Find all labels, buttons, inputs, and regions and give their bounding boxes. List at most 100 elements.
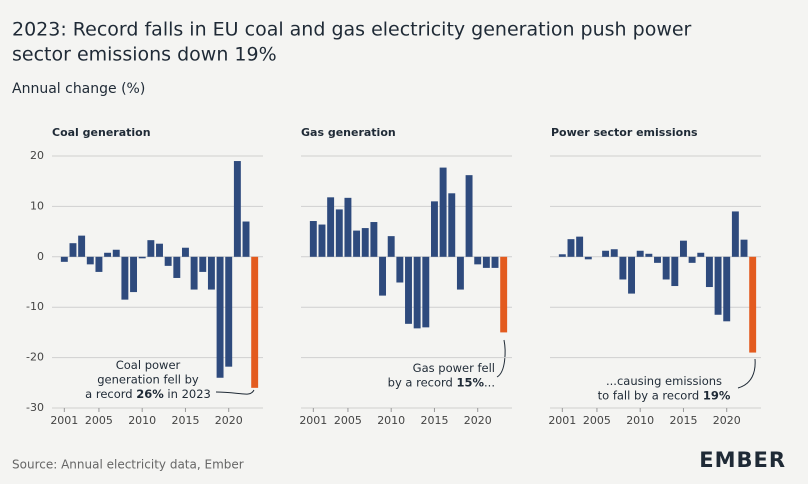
bar bbox=[387, 236, 395, 257]
bar bbox=[335, 209, 343, 257]
bar bbox=[130, 256, 138, 293]
bar bbox=[723, 256, 731, 322]
bar bbox=[242, 221, 250, 257]
y-tick-label: -30 bbox=[26, 401, 44, 414]
annotation-text: by a record bbox=[388, 375, 457, 389]
annotation-text: Gas power fell bbox=[413, 361, 495, 375]
bar bbox=[361, 228, 369, 257]
bar bbox=[671, 256, 679, 287]
bar bbox=[181, 247, 189, 257]
bar bbox=[164, 256, 172, 266]
annotation-text: to fall by a record bbox=[598, 388, 703, 402]
y-tick-label: -20 bbox=[26, 351, 44, 364]
bar bbox=[344, 197, 352, 257]
bar bbox=[86, 256, 94, 265]
annotation: to fall by a record 19% bbox=[598, 388, 731, 402]
bar bbox=[645, 253, 653, 257]
bar bbox=[353, 230, 361, 257]
annotation: Coal power bbox=[116, 358, 181, 372]
annotation: ...causing emissions bbox=[606, 374, 722, 388]
x-tick-label: 2005 bbox=[334, 414, 362, 427]
y-tick-label: -10 bbox=[26, 300, 44, 313]
bar bbox=[602, 250, 610, 257]
bar bbox=[121, 256, 129, 300]
y-tick-label: 10 bbox=[30, 199, 44, 212]
x-tick-label: 2015 bbox=[420, 414, 448, 427]
bar bbox=[69, 243, 77, 257]
chart-subtitle: Annual change (%) bbox=[12, 81, 145, 97]
annotation-text: ... bbox=[484, 375, 495, 389]
annotation-text: 19% bbox=[703, 388, 731, 402]
x-tick-label: 2010 bbox=[377, 414, 405, 427]
bar bbox=[740, 239, 748, 257]
bar bbox=[439, 167, 447, 257]
bar bbox=[662, 256, 670, 280]
annotation-arrow bbox=[496, 339, 506, 378]
bar bbox=[448, 193, 456, 257]
bar bbox=[413, 256, 421, 329]
x-tick-label: 2020 bbox=[464, 414, 492, 427]
bar bbox=[474, 256, 482, 265]
x-tick-label: 2001 bbox=[548, 414, 576, 427]
bar bbox=[567, 239, 575, 257]
x-tick-label: 2020 bbox=[713, 414, 741, 427]
source: Source: Annual electricity data, Ember bbox=[12, 458, 244, 472]
bar bbox=[628, 256, 636, 294]
bar bbox=[78, 235, 86, 257]
bar bbox=[95, 256, 103, 272]
annotation-text: a record bbox=[85, 387, 136, 401]
bar bbox=[482, 256, 490, 268]
panel-title: Coal generation bbox=[52, 126, 151, 139]
bar bbox=[370, 222, 378, 257]
bar bbox=[112, 249, 120, 257]
annotation: a record 26% in 2023 bbox=[85, 387, 211, 401]
bar bbox=[584, 256, 592, 260]
annotation: by a record 15%... bbox=[388, 375, 495, 389]
bar bbox=[233, 161, 241, 257]
bar bbox=[405, 256, 412, 324]
annotation: generation fell by bbox=[97, 372, 199, 386]
x-tick-label: 2015 bbox=[669, 414, 697, 427]
panel-title: Power sector emissions bbox=[551, 126, 698, 139]
bar bbox=[327, 197, 335, 257]
bar bbox=[731, 211, 739, 257]
bar bbox=[156, 243, 163, 257]
x-tick-label: 2005 bbox=[85, 414, 113, 427]
logo: EMBER bbox=[699, 448, 786, 472]
bar bbox=[576, 236, 584, 257]
annotation-text: 26% bbox=[136, 387, 164, 401]
annotation-text: Coal power bbox=[116, 358, 181, 372]
annotation-text: generation fell by bbox=[97, 372, 199, 386]
x-tick-label: 2010 bbox=[626, 414, 654, 427]
bar bbox=[610, 249, 618, 257]
bar bbox=[636, 250, 644, 257]
annotation-text: in 2023 bbox=[164, 387, 211, 401]
annotation-arrow bbox=[215, 389, 255, 395]
bar bbox=[749, 256, 757, 353]
annotation: Gas power fell bbox=[413, 361, 495, 375]
y-tick-label: 0 bbox=[37, 250, 44, 263]
bar bbox=[216, 256, 224, 378]
bar bbox=[225, 256, 233, 367]
x-tick-label: 2001 bbox=[299, 414, 327, 427]
bar bbox=[190, 256, 198, 290]
y-tick-label: 20 bbox=[30, 149, 44, 162]
bar bbox=[619, 256, 627, 280]
bar bbox=[173, 256, 181, 278]
bar bbox=[654, 256, 661, 263]
bar bbox=[430, 201, 438, 257]
bar bbox=[697, 252, 705, 257]
bar bbox=[207, 256, 215, 290]
bar bbox=[147, 240, 155, 257]
bar bbox=[456, 256, 464, 290]
bar bbox=[251, 256, 259, 388]
bar bbox=[714, 256, 722, 315]
x-tick-label: 2015 bbox=[171, 414, 199, 427]
x-tick-label: 2010 bbox=[128, 414, 156, 427]
bar bbox=[318, 224, 326, 257]
bar bbox=[465, 175, 473, 257]
bar bbox=[104, 252, 112, 257]
bar bbox=[500, 256, 508, 333]
annotation-text: ...causing emissions bbox=[606, 374, 722, 388]
